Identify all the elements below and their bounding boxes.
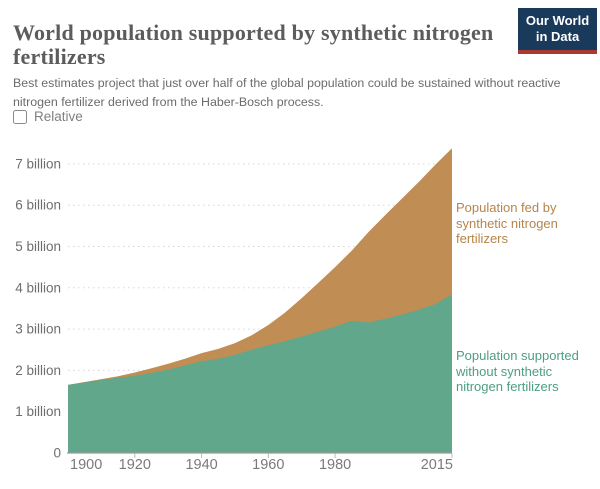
- owid-logo-red-bar: [518, 49, 597, 54]
- relative-toggle[interactable]: Relative: [13, 109, 83, 124]
- y-tick-label: 7 billion: [15, 156, 61, 171]
- y-tick-label: 1 billion: [15, 404, 61, 419]
- relative-label: Relative: [34, 109, 83, 124]
- relative-checkbox[interactable]: [13, 109, 27, 124]
- page-title: World population supported by synthetic …: [13, 19, 494, 69]
- owid-logo[interactable]: Our World in Data: [518, 8, 597, 54]
- chart-subtitle: Best estimates project that just over ha…: [13, 76, 561, 109]
- x-tick-label: 1940: [185, 457, 217, 473]
- y-tick-label: 6 billion: [15, 198, 61, 213]
- owid-logo-text: Our World in Data: [525, 13, 590, 45]
- y-tick-label: 2 billion: [15, 363, 61, 378]
- x-tick-label: 1920: [119, 457, 151, 473]
- series-label-supported-without: Population supported without synthetic n…: [456, 348, 579, 395]
- x-tick-label: 2015: [421, 457, 453, 473]
- y-tick-label: 4 billion: [15, 280, 61, 295]
- y-tick-label: 5 billion: [15, 239, 61, 254]
- area-supported-without-fertilizers: [68, 294, 452, 453]
- series-label-fed-by-fertilizers: Population fed by synthetic nitrogen fer…: [456, 200, 558, 247]
- x-tick-label: 1900: [70, 457, 102, 473]
- y-tick-label: 0: [53, 446, 61, 461]
- x-tick-label: 1960: [252, 457, 284, 473]
- x-tick-label: 1980: [319, 457, 351, 473]
- y-tick-label: 3 billion: [15, 322, 61, 337]
